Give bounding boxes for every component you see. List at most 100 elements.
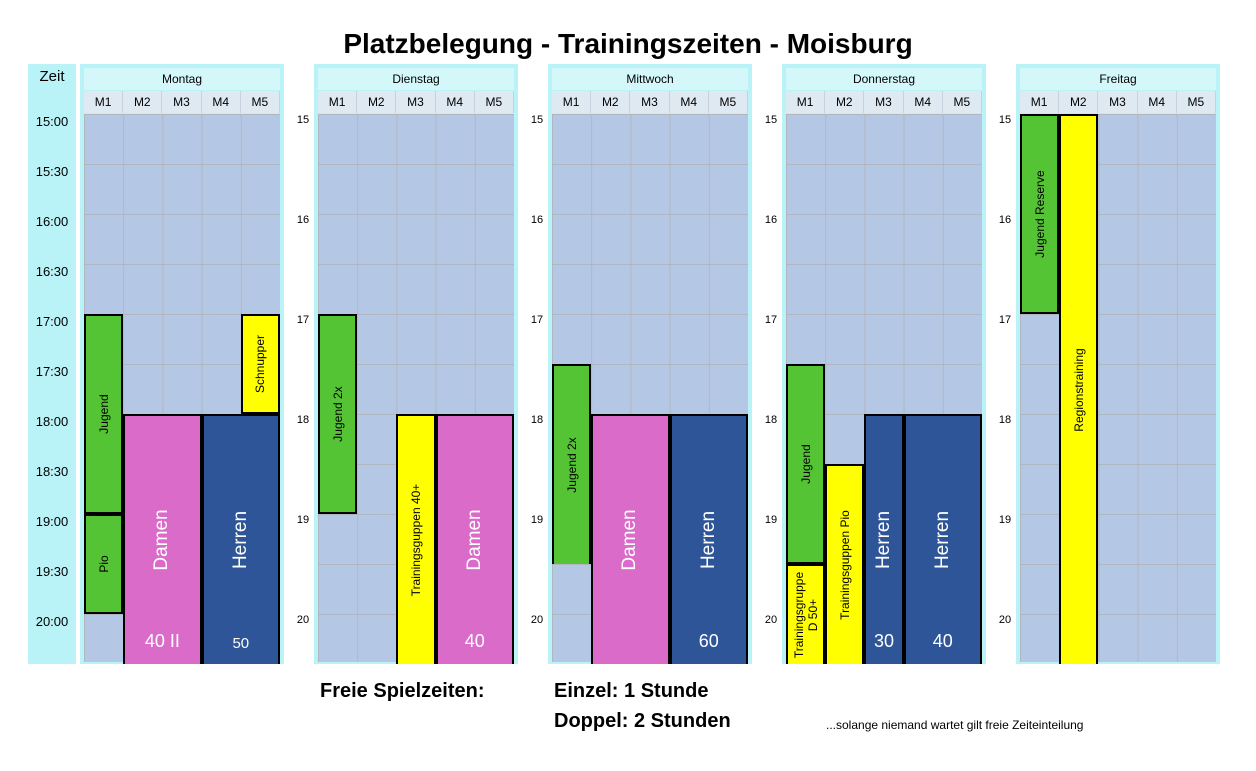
court-header: M1	[552, 91, 592, 113]
hour-label: 20	[530, 614, 544, 626]
booking-label: Jugend	[798, 444, 813, 484]
court-header: M5	[240, 91, 280, 113]
booking-block: Damen	[591, 414, 670, 664]
hour-label: 18	[764, 414, 778, 426]
court-header: M5	[708, 91, 748, 113]
time-label: 19:00	[35, 514, 69, 529]
time-label: 16:00	[35, 214, 69, 229]
booking-label: Trainingsguppen 40+	[408, 483, 423, 597]
booking-label: Herren	[229, 510, 251, 570]
court-header: M1	[318, 91, 358, 113]
hour-label: 18	[998, 414, 1012, 426]
court-header: M3	[162, 91, 202, 113]
hour-label: 20	[998, 614, 1012, 626]
day-panel-montag: Montag M1 M2 M3 M4 M5 Jugend Pio Schnupper Damen 4…	[80, 64, 284, 664]
court-header: M2	[357, 91, 397, 113]
day-name: Dienstag	[318, 68, 514, 90]
hour-label: 19	[296, 514, 310, 526]
court-header: M3	[630, 91, 670, 113]
court-header: M4	[1137, 91, 1177, 113]
booking-block: Damen 40 II	[123, 414, 202, 664]
booking-block: Herren 40	[903, 414, 982, 664]
free-times-label: Freie Spielzeiten:	[320, 680, 485, 702]
booking-block: Regionstraining	[1059, 114, 1099, 664]
booking-number: 40 II	[144, 631, 180, 651]
booking-label: Damen	[151, 509, 173, 571]
booking-block: Trainingsgruppe D 50+	[786, 564, 826, 664]
court-header: M4	[669, 91, 709, 113]
court-header: M4	[435, 91, 475, 113]
court-header: M3	[864, 91, 904, 113]
hour-label: 16	[530, 214, 544, 226]
booking-number: 40	[932, 631, 953, 651]
booking-block: Jugend 2x	[552, 364, 592, 564]
court-header: M2	[591, 91, 631, 113]
booking-label: Jugend Reserve	[1032, 170, 1047, 258]
court-header: M5	[942, 91, 982, 113]
hour-label: 18	[296, 414, 310, 426]
booking-number: 60	[698, 631, 719, 651]
day-name: Freitag	[1020, 68, 1216, 90]
day-name: Donnerstag	[786, 68, 982, 90]
court-header: M4	[201, 91, 241, 113]
booking-number: 40	[464, 631, 485, 651]
time-label: 18:30	[35, 464, 69, 479]
hour-label: 20	[764, 614, 778, 626]
hour-label: 16	[764, 214, 778, 226]
booking-number: 50	[232, 635, 250, 652]
hour-label: 17	[764, 314, 778, 326]
booking-block: Jugend	[84, 314, 124, 514]
court-header: M2	[1059, 91, 1099, 113]
booking-label: Pio	[96, 555, 111, 573]
booking-label: Herren	[697, 510, 719, 570]
booking-label: Jugend	[96, 394, 111, 434]
time-label: 16:30	[35, 264, 69, 279]
court-header: M4	[903, 91, 943, 113]
court-header: M2	[825, 91, 865, 113]
booking-block: Pio	[84, 514, 124, 614]
court-header: M1	[786, 91, 826, 113]
time-label: 20:00	[35, 614, 69, 629]
booking-label: Herren	[931, 510, 953, 570]
hour-label: 16	[296, 214, 310, 226]
court-header: M1	[1020, 91, 1060, 113]
booking-label: Schnupper	[253, 334, 268, 394]
court-header: M5	[474, 91, 514, 113]
booking-label: Jugend 2x	[564, 437, 579, 493]
hour-label: 15	[764, 114, 778, 126]
hour-label: 15	[998, 114, 1012, 126]
hour-label: 15	[530, 114, 544, 126]
time-label: 18:00	[35, 414, 69, 429]
booking-block: Damen 40	[435, 414, 514, 664]
booking-label: Regionstraining	[1071, 348, 1086, 432]
booking-block: Herren 60	[669, 414, 748, 664]
day-name: Mittwoch	[552, 68, 748, 90]
double-rule: Doppel: 2 Stunden	[554, 710, 731, 732]
booking-block: Jugend 2x	[318, 314, 358, 514]
time-label: 15:30	[35, 164, 69, 179]
booking-block: Trainingsguppen Pio	[825, 464, 865, 664]
day-panel-donnerstag: Donnerstag M1 M2 M3 M4 M5 Jugend Trainingsgrupp…	[782, 64, 986, 664]
booking-number: 30	[873, 631, 894, 651]
time-label: 17:00	[35, 314, 69, 329]
day-name: Montag	[84, 68, 280, 90]
booking-label: Damen	[463, 509, 485, 571]
booking-label: Damen	[619, 509, 641, 571]
time-label: 17:30	[35, 364, 69, 379]
page-title: Platzbelegung - Trainingszeiten - Moisbu…	[343, 28, 913, 59]
court-header: M5	[1176, 91, 1216, 113]
hour-label: 17	[998, 314, 1012, 326]
booking-block: Jugend Reserve	[1020, 114, 1060, 314]
booking-label: Jugend 2x	[330, 386, 345, 442]
hour-label: 18	[530, 414, 544, 426]
booking-block: Schnupper	[240, 314, 280, 414]
booking-block: Herren 30	[864, 414, 904, 664]
booking-label: Trainingsgruppe D 50+	[791, 571, 820, 659]
time-label: 19:30	[35, 564, 69, 579]
court-header: M3	[396, 91, 436, 113]
court-header: M3	[1098, 91, 1138, 113]
day-panel-freitag: Freitag M1 M2 M3 M4 M5 Jugend Reserve Regionstr…	[1016, 64, 1220, 664]
hour-label: 17	[530, 314, 544, 326]
hour-label: 20	[296, 614, 310, 626]
hour-label: 19	[764, 514, 778, 526]
